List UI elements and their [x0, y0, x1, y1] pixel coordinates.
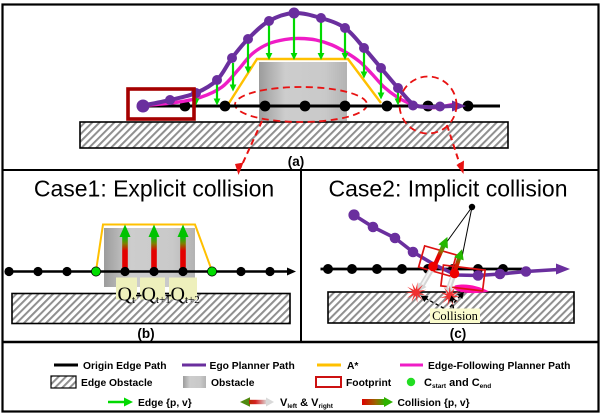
svg-text:(c): (c) — [450, 326, 467, 341]
svg-text:(b): (b) — [137, 326, 154, 341]
svg-text:Edge-Following Planner Path: Edge-Following Planner Path — [428, 361, 570, 372]
svg-text:Edge Obstacle: Edge Obstacle — [81, 378, 153, 389]
svg-text:Collision: Collision — [432, 309, 479, 323]
svg-text:Case1: Explicit collision: Case1: Explicit collision — [34, 176, 274, 202]
svg-text:(a): (a) — [288, 154, 305, 169]
svg-text:Ego Planner Path: Ego Planner Path — [210, 361, 295, 372]
svg-text:A*: A* — [347, 361, 358, 372]
svg-text:Obstacle: Obstacle — [211, 378, 255, 389]
svg-text:Case2: Implicit collision: Case2: Implicit collision — [328, 176, 567, 202]
svg-text:Cstart and Cend: Cstart and Cend — [424, 377, 491, 390]
svg-text:Origin Edge Path: Origin Edge Path — [83, 361, 167, 372]
svg-text:Collision {p, v}: Collision {p, v} — [398, 398, 470, 409]
svg-text:Footprint: Footprint — [346, 378, 392, 389]
svg-text:Edge {p, v}: Edge {p, v} — [138, 398, 192, 409]
svg-text:Qt: Qt — [118, 284, 136, 307]
